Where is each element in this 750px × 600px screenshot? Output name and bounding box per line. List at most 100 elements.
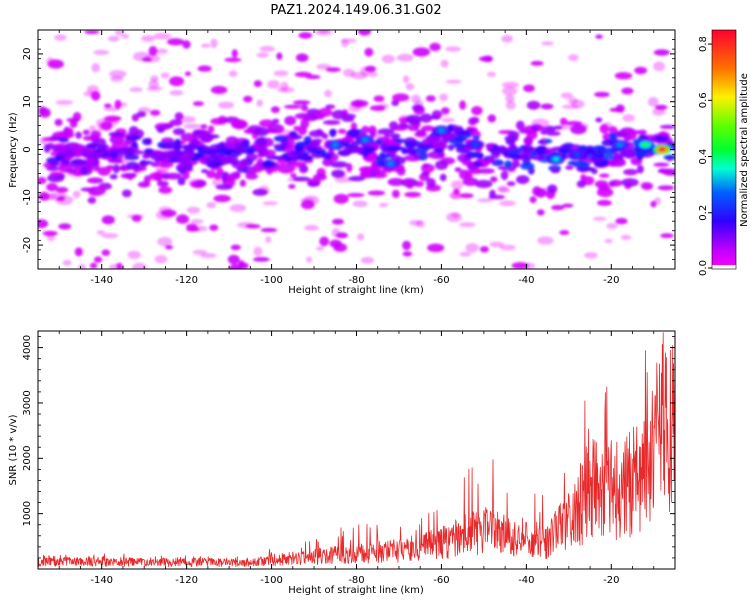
- heatmap-cell: [181, 151, 195, 160]
- heatmap-cell: [305, 74, 321, 80]
- heatmap-cell: [245, 172, 259, 180]
- heatmap-cell: [402, 75, 410, 84]
- heatmap-cell: [459, 222, 476, 228]
- heatmap-cell: [283, 104, 302, 109]
- heatmap-cell: [558, 146, 572, 155]
- heatmap-cell: [593, 216, 607, 221]
- heatmap-cell: [413, 153, 420, 159]
- spectrogram-x-axis-label: Height of straight line (km): [288, 285, 424, 296]
- heatmap-cell: [39, 137, 47, 145]
- heatmap-cell: [192, 101, 204, 107]
- heatmap-cell: [657, 168, 675, 174]
- x-tick-label: -100: [260, 575, 283, 586]
- colorbar-tick-label: 0.2: [698, 205, 709, 221]
- heatmap-cell: [178, 165, 187, 175]
- heatmap-cell: [153, 32, 171, 40]
- heatmap-cell: [46, 166, 60, 172]
- colorbar-tick-label: 0.8: [698, 36, 709, 52]
- heatmap-cell: [636, 164, 644, 174]
- heatmap-cell: [364, 65, 377, 73]
- heatmap-cell: [487, 114, 497, 123]
- heatmap-cell: [543, 138, 553, 144]
- heatmap-cell: [427, 135, 442, 142]
- heatmap-cell: [387, 178, 405, 186]
- heatmap-cell: [87, 197, 97, 204]
- heatmap-cell: [109, 263, 125, 269]
- heatmap-cell: [324, 89, 332, 98]
- heatmap-cell: [293, 125, 301, 132]
- heatmap-cell: [486, 71, 496, 78]
- heatmap-cell: [499, 200, 516, 207]
- heatmap-cell: [405, 114, 423, 124]
- heatmap-cell: [358, 30, 372, 36]
- heatmap-cell: [216, 147, 232, 156]
- heatmap-cell: [154, 172, 163, 182]
- x-tick-label: -20: [603, 575, 619, 586]
- heatmap-cell: [384, 133, 391, 139]
- heatmap-cell: [207, 125, 215, 134]
- heatmap-cell: [221, 175, 229, 183]
- heatmap-cell: [121, 33, 129, 39]
- heatmap-cell: [478, 168, 495, 174]
- heatmap-cell: [502, 86, 518, 96]
- x-tick-label: -120: [175, 575, 198, 586]
- heatmap-cell: [209, 224, 219, 231]
- heatmap-cell: [379, 152, 386, 158]
- heatmap-cell: [200, 124, 208, 129]
- heatmap-cell: [544, 125, 556, 133]
- heatmap-cell: [392, 93, 410, 102]
- heatmap-cell: [536, 209, 545, 216]
- heatmap-cell: [253, 80, 262, 88]
- heatmap-cell: [592, 145, 607, 152]
- heatmap-cell: [454, 167, 462, 173]
- heatmap-cell: [47, 173, 65, 183]
- heatmap-cell: [206, 148, 218, 156]
- heatmap-cell: [440, 139, 447, 145]
- heatmap-cell: [210, 85, 228, 95]
- heatmap-cell: [176, 214, 190, 224]
- heatmap-cell: [156, 180, 169, 187]
- heatmap-cell: [186, 206, 201, 214]
- heatmap-cell: [181, 144, 192, 150]
- heatmap-cell: [218, 101, 235, 109]
- heatmap-cell: [330, 161, 349, 168]
- heatmap-cell: [501, 81, 520, 88]
- heatmap-cell: [553, 125, 563, 130]
- snr-panel: -140 -120 -100 -80 -60 -40 -20 1000 2000 3000 400…: [8, 330, 676, 596]
- heatmap-cell: [390, 133, 401, 139]
- heatmap-cell: [256, 52, 269, 58]
- heatmap-cell: [459, 193, 474, 199]
- heatmap-cell: [277, 87, 295, 93]
- heatmap-cell: [154, 255, 168, 264]
- heatmap-cell: [265, 236, 272, 243]
- heatmap-cell: [526, 100, 541, 110]
- heatmap-cell: [654, 197, 661, 205]
- heatmap-cell: [260, 227, 278, 233]
- x-tick-label: -40: [518, 275, 534, 286]
- heatmap-cell: [154, 155, 162, 164]
- heatmap-cell: [56, 186, 69, 193]
- x-tick-label: -140: [90, 575, 113, 586]
- heatmap-cell: [579, 162, 591, 167]
- colorbar-tick-label: 0.4: [698, 149, 709, 165]
- heatmap-cell: [183, 123, 202, 130]
- snr-x-axis-label: Height of straight line (km): [288, 585, 424, 596]
- heatmap-cell: [411, 104, 424, 112]
- y-tick-label: 0: [22, 146, 33, 152]
- heatmap-cell: [75, 131, 82, 139]
- spectrogram-y-axis-label: Frequency (Hz): [8, 112, 19, 188]
- heatmap-cell: [303, 136, 312, 144]
- heatmap-cell: [160, 72, 170, 79]
- heatmap-cell: [109, 70, 127, 78]
- heatmap-cell: [131, 214, 142, 222]
- heatmap-cell: [253, 246, 263, 257]
- heatmap-cell: [426, 178, 436, 188]
- heatmap-cell: [299, 164, 309, 173]
- heatmap-cell: [148, 79, 160, 89]
- heatmap-cell: [174, 158, 190, 164]
- heatmap-cell: [342, 117, 355, 122]
- heatmap-cell: [208, 155, 219, 163]
- heatmap-cell: [213, 194, 231, 203]
- heatmap-cell: [304, 224, 319, 231]
- heatmap-cell: [489, 241, 505, 248]
